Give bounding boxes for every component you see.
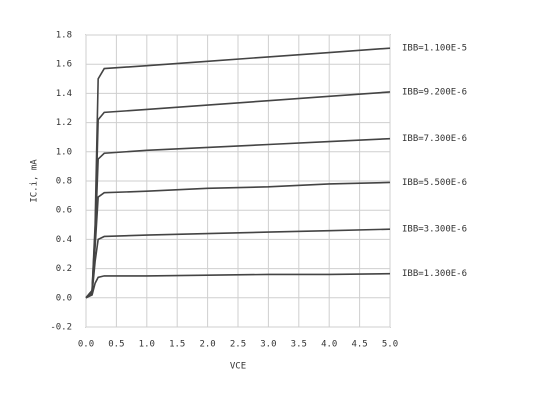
series-line (85, 228, 391, 299)
series-label: IBB=1.300E-6 (402, 269, 467, 279)
x-tick-label: 1.0 (139, 340, 155, 350)
y-tick-label: 0.4 (56, 235, 72, 245)
x-tick-label: 1.5 (169, 340, 185, 350)
y-tick-label: 0.6 (56, 206, 72, 216)
x-tick-label: 0.0 (78, 340, 94, 350)
x-tick-label: 2.0 (199, 340, 215, 350)
y-tick-label: 0.0 (56, 293, 72, 303)
y-tick-label: 1.6 (56, 60, 72, 70)
series-label: IBB=1.100E-5 (402, 44, 467, 54)
y-tick-label: -0.2 (50, 323, 72, 333)
y-tick-label: 1.0 (56, 147, 72, 157)
x-tick-label: 3.0 (260, 340, 276, 350)
y-tick-label: 1.8 (56, 31, 72, 41)
x-tick-label: 5.0 (382, 340, 398, 350)
series-line (85, 272, 391, 299)
series-label: IBB=5.500E-6 (402, 178, 467, 188)
x-tick-label: 2.5 (230, 340, 246, 350)
series-label: IBB=9.200E-6 (402, 87, 467, 97)
y-tick-label: 1.2 (56, 118, 72, 128)
y-tick-label: 1.4 (56, 89, 72, 99)
x-tick-label: 4.0 (321, 340, 337, 350)
y-tick-label: 0.8 (56, 177, 72, 187)
y-tick-label: 0.2 (56, 264, 72, 274)
x-tick-label: 4.5 (351, 340, 367, 350)
x-axis-label: VCE (230, 362, 246, 372)
x-tick-label: 3.5 (291, 340, 307, 350)
series-label: IBB=7.300E-6 (402, 134, 467, 144)
series-label: IBB=3.300E-6 (402, 225, 467, 235)
x-tick-label: 0.5 (108, 340, 124, 350)
y-axis-label: IC.i, mA (30, 159, 40, 203)
